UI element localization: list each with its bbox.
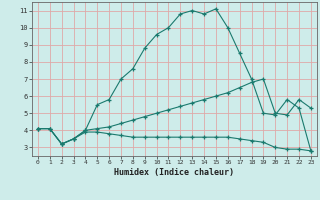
- X-axis label: Humidex (Indice chaleur): Humidex (Indice chaleur): [115, 168, 234, 177]
